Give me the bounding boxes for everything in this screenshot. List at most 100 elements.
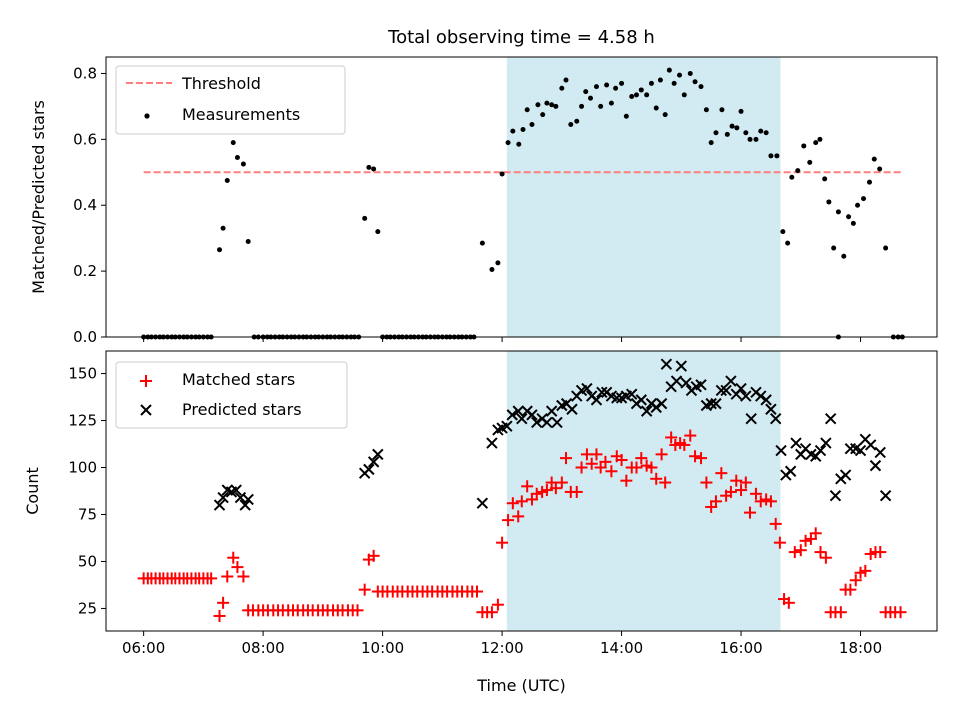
- measurement-point: [553, 103, 559, 109]
- measurement-point: [774, 153, 780, 159]
- ratio-ticks: 0.0 0.2 0.4 0.6 0.8: [73, 64, 862, 346]
- measurement-point: [807, 159, 813, 165]
- predicted-star-point: [213, 499, 226, 511]
- measurement-point: [666, 67, 672, 73]
- observing-window-span: [506, 57, 781, 337]
- measurement-point: [768, 153, 774, 159]
- matched-star-point: [496, 536, 509, 549]
- y-tick-label: 125: [68, 412, 97, 430]
- matched-star-point: [217, 596, 230, 609]
- measurement-point: [795, 168, 801, 174]
- matched-star-point: [689, 450, 702, 463]
- measurement-point: [785, 240, 791, 246]
- measurement-point: [855, 202, 861, 208]
- ratio-panel: 0.0 0.2 0.4 0.6 0.8 Total observing time = 4…: [29, 27, 938, 346]
- matched-star-point: [205, 572, 218, 585]
- x-tick-label: 06:00: [122, 639, 165, 657]
- predicted-star-point: [655, 397, 668, 410]
- predicted-star-point: [363, 463, 375, 476]
- matched-star-point: [502, 514, 515, 527]
- measurement-point: [871, 156, 877, 162]
- matched-star-point: [620, 474, 633, 487]
- y-tick-label: 25: [78, 599, 97, 617]
- measurement-point: [653, 105, 659, 111]
- matched-star-point: [799, 534, 812, 547]
- ratio-axes-frame: [105, 56, 938, 338]
- measurement-point: [604, 82, 610, 88]
- predicted-star-point: [516, 412, 528, 425]
- matched-star-point: [485, 606, 498, 619]
- measurement-point: [593, 84, 599, 90]
- predicted-star-point: [735, 382, 747, 395]
- time-x-axis-label: Time (UTC): [476, 676, 565, 695]
- measurement-point: [608, 100, 614, 106]
- matched-star-point: [874, 546, 887, 559]
- matched-star-point: [849, 574, 862, 587]
- matched-star-point: [788, 546, 801, 559]
- measurement-point: [662, 112, 668, 118]
- ratio-y-axis-label: Matched/Predicted stars: [29, 100, 48, 294]
- predicted-stars-points: [213, 358, 892, 511]
- matched-star-point: [506, 497, 519, 510]
- predicted-star-point: [611, 392, 623, 404]
- matched-star-point: [859, 564, 872, 577]
- matched-star-point: [575, 461, 588, 474]
- matched-star-point: [700, 476, 713, 489]
- matched-star-point: [749, 487, 762, 500]
- predicted-star-point: [755, 390, 767, 402]
- measurement-point: [835, 209, 841, 215]
- legend-matched-label: Matched stars: [182, 370, 295, 389]
- measurement-point: [619, 80, 625, 86]
- y-tick-label: 50: [78, 552, 97, 570]
- predicted-star-point: [367, 456, 380, 468]
- predicted-star-point: [839, 469, 852, 481]
- matched-star-point: [237, 570, 250, 583]
- predicted-star-point: [705, 397, 717, 410]
- predicted-star-point: [635, 394, 647, 406]
- matched-star-point: [744, 506, 757, 519]
- matched-star-point: [630, 461, 643, 474]
- predicted-star-point: [506, 409, 518, 421]
- predicted-star-point: [551, 416, 563, 429]
- count-ticks: 25 50 75 100 125 150 06:00 08:00 10:00 12:00 14:00…: [68, 365, 882, 657]
- predicted-star-point: [745, 412, 757, 425]
- predicted-star-point: [695, 379, 707, 391]
- matched-star-point: [809, 527, 822, 540]
- matched-star-point: [844, 583, 857, 596]
- matched-star-point: [585, 457, 598, 470]
- predicted-star-point: [760, 394, 772, 406]
- measurement-point: [780, 229, 786, 235]
- measurement-point: [588, 95, 594, 101]
- matched-star-point: [227, 551, 240, 564]
- matched-star-point: [794, 544, 807, 557]
- count-legend: Matched stars Predicted stars: [115, 361, 348, 429]
- measurement-point: [629, 94, 635, 100]
- measurement-point: [234, 154, 240, 160]
- matched-star-point: [530, 487, 543, 500]
- predicted-star-point: [541, 416, 553, 429]
- chart-title: Total observing time = 4.58 h: [387, 27, 655, 48]
- predicted-star-point: [675, 360, 688, 372]
- x-tick-label: 12:00: [480, 639, 523, 657]
- matched-star-point: [709, 495, 722, 508]
- measurement-point: [758, 128, 764, 134]
- measurement-point: [877, 166, 883, 172]
- measurement-point: [598, 103, 604, 109]
- measurement-point: [648, 80, 654, 86]
- predicted-star-point: [526, 409, 538, 421]
- measurement-point: [583, 89, 589, 95]
- measurement-point: [375, 229, 381, 235]
- measurement-point: [574, 118, 580, 124]
- measurement-point: [866, 179, 872, 185]
- measurement-point: [479, 240, 485, 246]
- predicted-star-point: [710, 397, 722, 410]
- count-legend-box: [115, 361, 348, 429]
- measurement-point: [817, 136, 823, 142]
- measurement-point: [535, 102, 541, 108]
- predicted-star-point: [242, 493, 254, 506]
- measurement-point: [644, 92, 650, 98]
- measurement-point: [708, 140, 714, 146]
- count-y-axis-label: Count: [23, 467, 42, 515]
- measurement-point: [703, 107, 709, 113]
